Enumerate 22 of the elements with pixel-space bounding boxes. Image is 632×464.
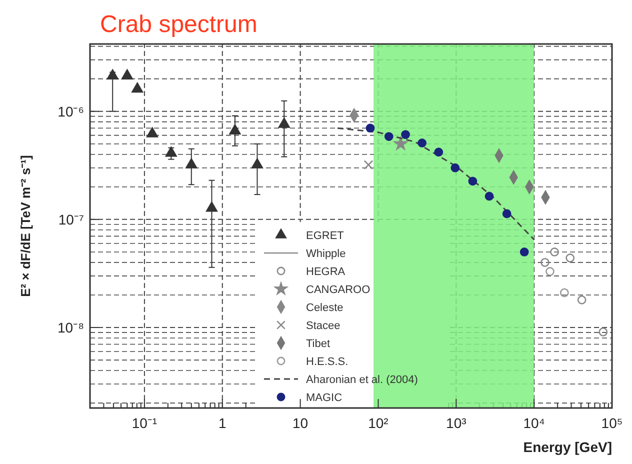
- x-tick-label: 10²: [368, 415, 389, 431]
- legend-label: Celeste: [306, 302, 344, 314]
- x-tick-label: 10⁻¹: [132, 415, 158, 431]
- legend-label: CANGAROO: [306, 284, 371, 296]
- y-axis-title: E² × dF/dE [TeV m⁻² s⁻¹]: [18, 155, 33, 297]
- x-tick-label: 10⁴: [523, 415, 545, 431]
- y-tick-label: 10⁻⁸: [58, 320, 84, 336]
- legend-label: MAGIC: [306, 392, 342, 404]
- x-tick-label: 10⁵: [601, 415, 623, 431]
- legend-label: H.E.S.S.: [306, 356, 348, 368]
- chart-title: Crab spectrum: [100, 11, 258, 38]
- legend-label: Stacee: [306, 320, 340, 332]
- legend-label: EGRET: [306, 230, 344, 242]
- x-tick-label: 10: [292, 415, 308, 431]
- legend-label: HEGRA: [306, 266, 346, 278]
- legend-label: Whipple: [306, 248, 346, 260]
- x-tick-label: 1: [218, 415, 226, 431]
- y-tick-label: 10⁻⁷: [58, 211, 84, 228]
- x-axis-title: Energy [GeV]: [523, 439, 612, 455]
- legend-label: Tibet: [306, 338, 330, 350]
- x-tick-label: 10³: [446, 415, 467, 431]
- y-tick-label: 10⁻⁶: [58, 103, 84, 120]
